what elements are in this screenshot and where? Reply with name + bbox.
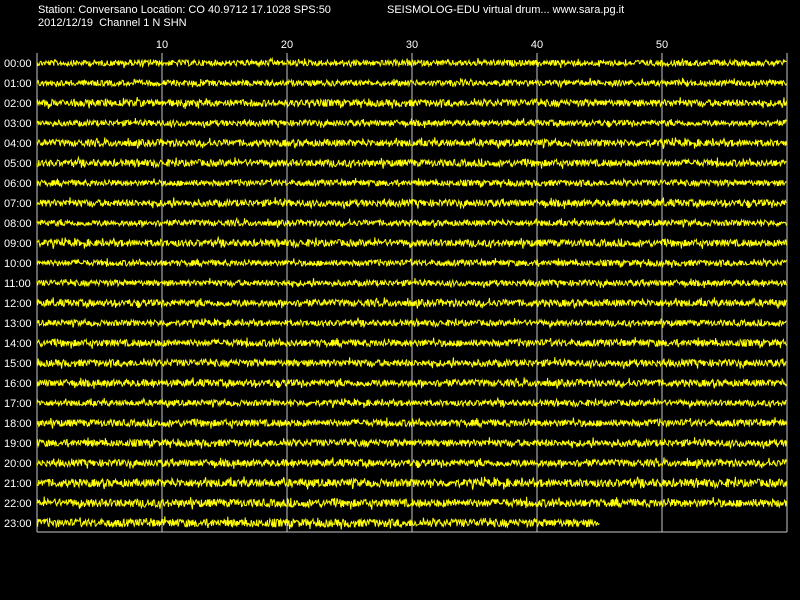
hour-label: 15:00 bbox=[4, 358, 32, 370]
hour-label: 07:00 bbox=[4, 198, 32, 210]
hour-label: 20:00 bbox=[4, 458, 32, 470]
trace-row bbox=[36, 97, 787, 109]
grid-lines bbox=[36, 53, 788, 533]
trace-row bbox=[36, 155, 787, 169]
trace-row bbox=[36, 437, 787, 450]
app-title: SEISMOLOG-EDU virtual drum... www.sara.p… bbox=[387, 4, 625, 16]
hour-label: 14:00 bbox=[4, 338, 32, 350]
hour-label: 09:00 bbox=[4, 238, 32, 250]
hour-label: 16:00 bbox=[4, 378, 32, 390]
trace-row bbox=[36, 297, 787, 309]
hour-labels: 00:00 01:00 02:00 03:00 04:00 05:00 06:00 07:00… bbox=[4, 58, 32, 530]
x-tick-label: 20 bbox=[281, 39, 293, 51]
x-tick-label: 30 bbox=[406, 39, 418, 51]
hour-label: 04:00 bbox=[4, 138, 32, 150]
trace-row bbox=[36, 136, 787, 149]
trace-row bbox=[36, 77, 787, 89]
hour-label: 21:00 bbox=[4, 478, 32, 490]
x-axis-ticks: 10 20 30 40 50 bbox=[156, 39, 668, 51]
hour-label: 17:00 bbox=[4, 398, 32, 410]
hour-label: 08:00 bbox=[4, 218, 32, 230]
hour-label: 01:00 bbox=[4, 78, 32, 90]
trace-row bbox=[36, 357, 787, 370]
hour-label: 10:00 bbox=[4, 258, 32, 270]
seismic-traces bbox=[36, 56, 787, 530]
hour-label: 11:00 bbox=[4, 278, 31, 290]
hour-label: 05:00 bbox=[4, 158, 32, 170]
trace-row bbox=[36, 516, 600, 530]
trace-row bbox=[36, 316, 787, 330]
hour-label: 12:00 bbox=[4, 298, 32, 310]
trace-row bbox=[36, 277, 787, 289]
trace-row bbox=[36, 56, 787, 69]
hour-label: 23:00 bbox=[4, 518, 32, 530]
x-tick-label: 40 bbox=[531, 39, 543, 51]
hour-label: 22:00 bbox=[4, 498, 32, 510]
trace-row bbox=[36, 417, 787, 429]
hour-label: 00:00 bbox=[4, 58, 32, 70]
hour-label: 19:00 bbox=[4, 438, 32, 450]
trace-row bbox=[36, 377, 787, 389]
trace-row bbox=[36, 177, 787, 188]
station-info: Station: Conversano Location: CO 40.9712… bbox=[38, 4, 331, 16]
trace-row bbox=[36, 117, 787, 129]
hour-label: 13:00 bbox=[4, 318, 32, 330]
hour-label: 03:00 bbox=[4, 118, 32, 130]
trace-row bbox=[36, 197, 787, 210]
hour-label: 18:00 bbox=[4, 418, 32, 430]
trace-row bbox=[36, 337, 787, 349]
trace-row bbox=[36, 257, 787, 268]
date-channel-info: 2012/12/19 Channel 1 N SHN bbox=[38, 17, 187, 29]
trace-row bbox=[36, 216, 787, 228]
hour-label: 06:00 bbox=[4, 178, 32, 190]
hour-label: 02:00 bbox=[4, 98, 32, 110]
trace-row bbox=[36, 457, 787, 470]
trace-row bbox=[36, 396, 787, 410]
x-tick-label: 50 bbox=[656, 39, 668, 51]
trace-row bbox=[36, 235, 787, 249]
trace-row bbox=[36, 496, 787, 510]
trace-row bbox=[36, 476, 787, 490]
x-tick-label: 10 bbox=[156, 39, 168, 51]
